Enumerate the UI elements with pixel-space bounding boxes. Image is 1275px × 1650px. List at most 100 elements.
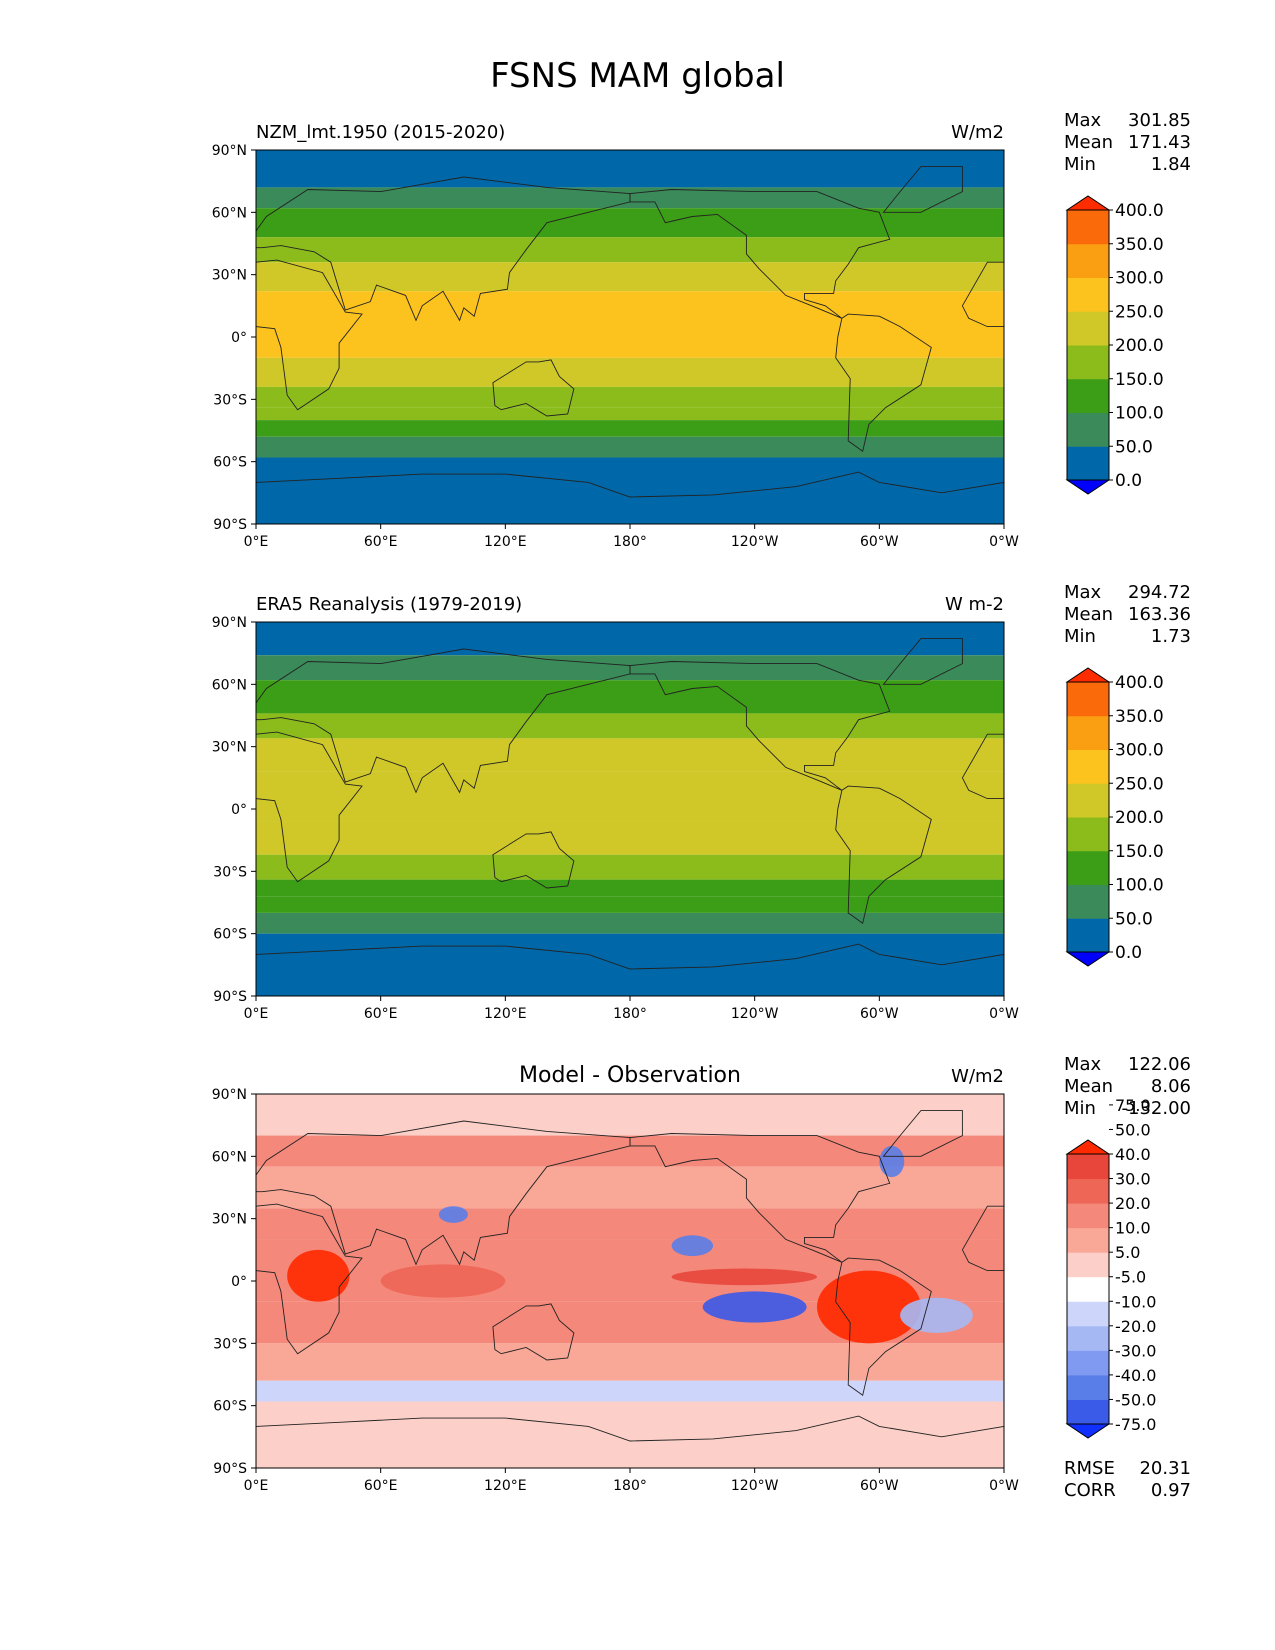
- anomaly-region: [671, 1235, 714, 1257]
- zonal-band: [256, 291, 1004, 358]
- zonal-band: [256, 262, 1004, 292]
- colorbar-frame: [1066, 1153, 1110, 1425]
- coastline: [492, 831, 575, 889]
- colorbar-label: 50.0: [1115, 909, 1153, 929]
- zonal-band: [256, 879, 1004, 897]
- lat-tick-label: 60°N: [212, 1149, 247, 1165]
- lon-tick-label: 60°W: [860, 1478, 899, 1494]
- coastline: [255, 731, 363, 883]
- colorbar-label: 40.0: [1115, 1145, 1151, 1164]
- panel-title: NZM_lmt.1950 (2015-2020): [256, 122, 505, 143]
- lon-tick-label: 0°E: [244, 534, 269, 550]
- colorbar-label: 200.0: [1115, 808, 1164, 828]
- zonal-band: [256, 713, 1004, 739]
- colorbar-extend-min: [1065, 479, 1111, 495]
- colorbar-label: 100.0: [1115, 876, 1164, 896]
- coastline: [882, 1110, 963, 1157]
- colorbar-segment: [1067, 378, 1109, 413]
- colorbar-label: -30.0: [1115, 1341, 1156, 1360]
- stat-value: 1.84: [1151, 154, 1191, 175]
- panel-units: W/m2: [951, 122, 1004, 143]
- lat-tick-label: 60°N: [212, 677, 247, 693]
- colorbar-segment: [1067, 277, 1109, 312]
- stat-value: 171.43: [1128, 132, 1191, 153]
- lon-tick-label: 120°E: [484, 534, 527, 550]
- colorbar-extend-max: [1065, 667, 1111, 683]
- colorbar-segment: [1067, 311, 1109, 346]
- colorbar: 0.0 50.0 100.0 150.0 200.0 250.0 300.0 350.0 400…: [1065, 195, 1164, 495]
- panel-title: Model - Observation: [519, 1063, 741, 1088]
- zonal-band: [256, 457, 1004, 524]
- stat-label: Max: [1064, 110, 1102, 131]
- zonal-band: [256, 1208, 1004, 1240]
- zonal-band: [256, 771, 1004, 822]
- lon-tick-label: 0°E: [244, 1478, 269, 1494]
- colorbar-segment: [1067, 1276, 1109, 1302]
- stat-value: 0.97: [1151, 1480, 1191, 1501]
- zonal-band: [256, 680, 1004, 714]
- lon-tick-label: 120°W: [731, 1006, 779, 1022]
- colorbar-label: -75.0: [1115, 1415, 1156, 1434]
- zonal-band: [256, 386, 1004, 408]
- lon-tick-label: 120°E: [484, 1478, 527, 1494]
- lat-tick-label: 90°N: [212, 143, 247, 159]
- colorbar-label: 10.0: [1115, 1219, 1151, 1238]
- stat-label: Mean: [1064, 604, 1113, 625]
- colorbar-label: 50.0: [1115, 1120, 1151, 1139]
- colorbar-label: -5.0: [1115, 1268, 1146, 1287]
- colorbar-label: 400.0: [1115, 673, 1164, 693]
- lat-tick-label: 0°: [231, 330, 247, 346]
- lon-tick-label: 0°W: [989, 1478, 1019, 1494]
- colorbar-label: -40.0: [1115, 1366, 1156, 1385]
- colorbar-label: 300.0: [1115, 741, 1164, 761]
- colorbar-label: 50.0: [1115, 437, 1153, 457]
- lat-tick-label: 0°: [231, 802, 247, 818]
- colorbar-segment: [1067, 243, 1109, 278]
- lon-tick-label: 0°W: [989, 534, 1019, 550]
- stat-label: Min: [1064, 626, 1096, 647]
- stat-label: RMSE: [1064, 1458, 1115, 1479]
- coastline: [835, 785, 932, 925]
- zonal-band: [256, 896, 1004, 913]
- colorbar-extend-max: [1065, 1139, 1111, 1155]
- stat-label: CORR: [1064, 1480, 1116, 1501]
- colorbar-segment: [1067, 1399, 1109, 1425]
- coastline: [255, 648, 631, 794]
- colorbar-segment: [1067, 682, 1109, 717]
- zonal-band: [256, 622, 1004, 656]
- colorbar-segment: [1067, 1301, 1109, 1327]
- stat-value: 1.73: [1151, 626, 1191, 647]
- colorbar-segment: [1067, 412, 1109, 447]
- stat-value: 122.06: [1128, 1054, 1191, 1075]
- anomaly-region: [438, 1206, 468, 1223]
- coastline: [835, 1257, 932, 1397]
- lat-tick-label: 30°N: [212, 1212, 247, 1228]
- colorbar-label: 350.0: [1115, 235, 1164, 255]
- lon-tick-label: 60°E: [364, 1478, 398, 1494]
- lon-tick-label: 180°: [613, 1006, 647, 1022]
- colorbar-segment: [1067, 1325, 1109, 1351]
- colorbar-label: 0.0: [1115, 471, 1142, 491]
- lon-tick-label: 120°E: [484, 1006, 527, 1022]
- colorbar-label: 350.0: [1115, 707, 1164, 727]
- anomaly-region: [879, 1145, 905, 1178]
- colorbar: -75.0 -50.0 -40.0 -30.0 -20.0 -10.0 -5.0 5.0 10.…: [1065, 1096, 1156, 1439]
- colorbar-segment: [1067, 817, 1109, 852]
- zonal-band: [256, 150, 1004, 188]
- coastline: [882, 166, 963, 213]
- zonal-band: [256, 436, 1004, 458]
- colorbar-label: 75.0: [1115, 1096, 1151, 1115]
- colorbar-label: 150.0: [1115, 842, 1164, 862]
- coastline: [492, 359, 575, 417]
- colorbar-label: 300.0: [1115, 269, 1164, 289]
- lat-tick-label: 30°S: [213, 1336, 247, 1352]
- colorbar-extend-min: [1065, 951, 1111, 967]
- colorbar-label: 250.0: [1115, 774, 1164, 794]
- zonal-band: [256, 1094, 1004, 1136]
- colorbar-segment: [1067, 749, 1109, 784]
- colorbar-segment: [1067, 446, 1109, 481]
- zonal-band: [256, 1380, 1004, 1402]
- stat-value: -132.00: [1122, 1098, 1191, 1119]
- stat-label: Min: [1064, 154, 1096, 175]
